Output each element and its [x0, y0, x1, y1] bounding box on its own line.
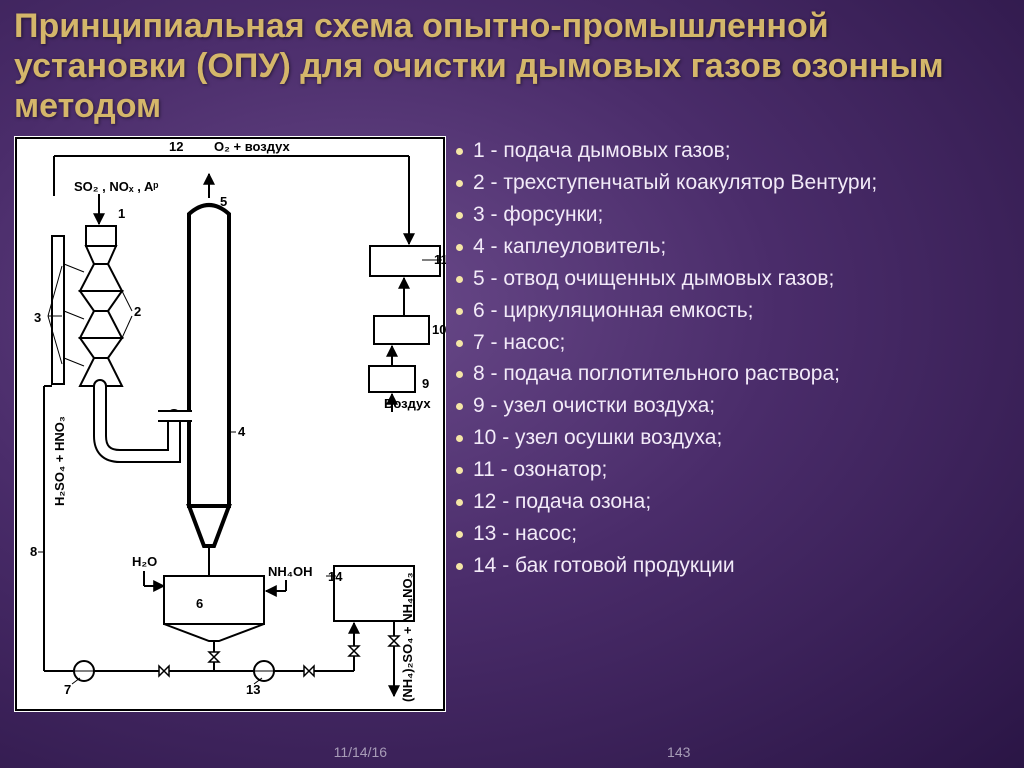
bullet-icon: [456, 563, 463, 570]
legend-item-text: 3 - форсунки;: [473, 202, 603, 229]
diagram-label-input: SO₂ , NOₓ , Aᵖ: [74, 179, 158, 194]
bullet-icon: [456, 531, 463, 538]
footer-date: 11/14/16: [334, 744, 387, 760]
legend-item-text: 11 - озонатор;: [473, 457, 607, 484]
slide-footer: 11/14/16 143: [0, 744, 1024, 760]
bullet-icon: [456, 148, 463, 155]
legend-item: 4 - каплеуловитель;: [456, 234, 1012, 261]
footer-page: 143: [667, 744, 690, 760]
diagram-num-8: 8: [30, 544, 37, 559]
legend-item: 14 - бак готовой продукции: [456, 553, 1012, 580]
diagram-scrubber: [189, 205, 229, 566]
diagram-label-ammonia: NH₄OH: [268, 564, 312, 579]
legend-item-text: 13 - насос;: [473, 521, 577, 548]
legend-item-text: 4 - каплеуловитель;: [473, 234, 666, 261]
legend-item: 3 - форсунки;: [456, 202, 1012, 229]
legend-item-text: 2 - трехступенчатый коакулятор Вентури;: [473, 170, 877, 197]
bullet-icon: [456, 499, 463, 506]
legend-item: 7 - насос;: [456, 330, 1012, 357]
diagram-label-acid: H₂SO₄ + HNO₃: [52, 416, 67, 506]
diagram-num-6: 6: [196, 596, 203, 611]
diagram-num-13: 13: [246, 682, 260, 697]
legend-item-text: 9 - узел очистки воздуха;: [473, 393, 715, 420]
diagram-num-3: 3: [34, 310, 41, 325]
diagram-num-2: 2: [134, 304, 141, 319]
legend-item-text: 1 - подача дымовых газов;: [473, 138, 731, 165]
bullet-icon: [456, 403, 463, 410]
diagram-num-12: 12: [169, 139, 183, 154]
legend-item-text: 14 - бак готовой продукции: [473, 553, 735, 580]
bullet-icon: [456, 308, 463, 315]
legend-item: 11 - озонатор;: [456, 457, 1012, 484]
legend-item-text: 6 - циркуляционная емкость;: [473, 298, 754, 325]
legend-item: 12 - подача озона;: [456, 489, 1012, 516]
diagram-num-5: 5: [220, 194, 227, 209]
legend-item-text: 5 - отвод очищенных дымовых газов;: [473, 266, 834, 293]
legend-item-text: 7 - насос;: [473, 330, 565, 357]
bullet-icon: [456, 340, 463, 347]
diagram-svg: 12 O₂ + воздух SO₂ , NOₓ , Aᵖ 1 2: [14, 136, 446, 712]
diagram-num-10: 10: [432, 322, 446, 337]
bullet-icon: [456, 244, 463, 251]
diagram-num-4: 4: [238, 424, 246, 439]
legend-item: 6 - циркуляционная емкость;: [456, 298, 1012, 325]
legend-item: 10 - узел осушки воздуха;: [456, 425, 1012, 452]
bullet-icon: [456, 180, 463, 187]
legend-item-text: 12 - подача озона;: [473, 489, 651, 516]
slide-title: Принципиальная схема опытно-промышленной…: [0, 0, 1024, 136]
diagram-num-7: 7: [64, 682, 71, 697]
diagram-num-9: 9: [422, 376, 429, 391]
diagram-container: 12 O₂ + воздух SO₂ , NOₓ , Aᵖ 1 2: [14, 136, 446, 712]
slide: Принципиальная схема опытно-промышленной…: [0, 0, 1024, 768]
bullet-icon: [456, 276, 463, 283]
diagram-label-ozone: O₂ + воздух: [214, 139, 291, 154]
bullet-icon: [456, 467, 463, 474]
legend-item: 1 - подача дымовых газов;: [456, 138, 1012, 165]
legend-item: 5 - отвод очищенных дымовых газов;: [456, 266, 1012, 293]
legend-item-text: 8 - подача поглотительного раствора;: [473, 361, 840, 388]
diagram-label-water: H₂O: [132, 554, 157, 569]
bullet-icon: [456, 371, 463, 378]
legend-item-text: 10 - узел осушки воздуха;: [473, 425, 722, 452]
bullet-icon: [456, 212, 463, 219]
slide-content: 12 O₂ + воздух SO₂ , NOₓ , Aᵖ 1 2: [0, 136, 1024, 712]
legend-item: 8 - подача поглотительного раствора;: [456, 361, 1012, 388]
diagram-num-1: 1: [118, 206, 125, 221]
legend-item: 13 - насос;: [456, 521, 1012, 548]
legend-list: 1 - подача дымовых газов; 2 - трехступенч…: [456, 136, 1012, 712]
bullet-icon: [456, 435, 463, 442]
legend-item: 2 - трехступенчатый коакулятор Вентури;: [456, 170, 1012, 197]
legend-item: 9 - узел очистки воздуха;: [456, 393, 1012, 420]
diagram-label-output: (NH₄)₂SO₄ + NH₄NO₃: [400, 573, 415, 703]
